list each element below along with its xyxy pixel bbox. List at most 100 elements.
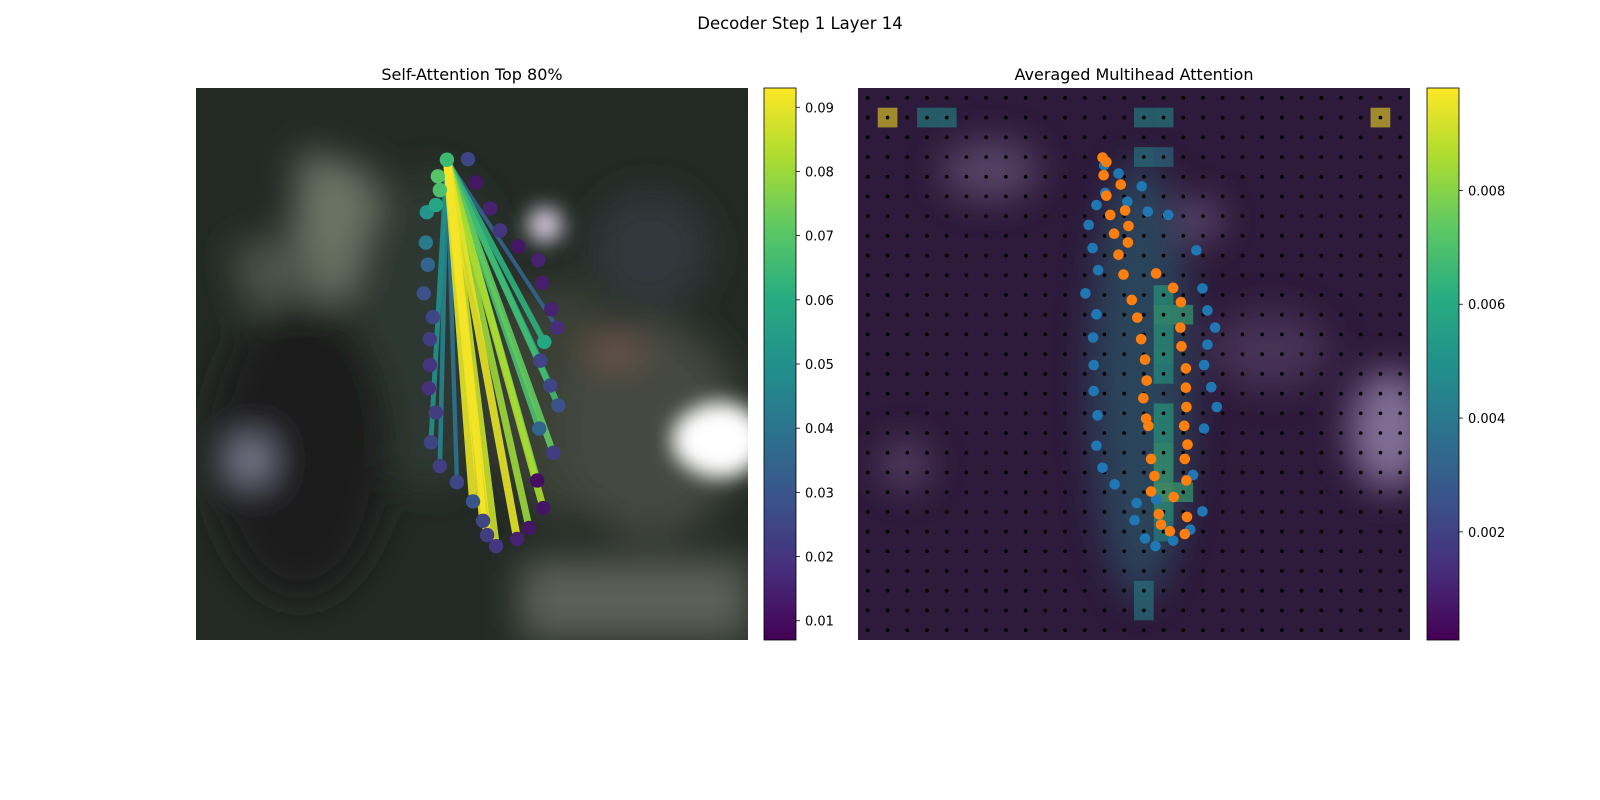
keypoint [535,275,550,291]
grid-dot [1398,372,1402,376]
grid-dot [1063,352,1067,356]
grid-dot [1142,549,1146,554]
grid-dot [1339,372,1343,376]
grid-dot [1339,529,1343,534]
series-point [1122,237,1134,248]
grid-dot [866,450,870,455]
grid-dot [1339,470,1343,475]
grid-dot [1043,470,1048,475]
keypoint [428,405,444,420]
grid-dot [1004,391,1008,396]
grid-dot [1023,253,1028,258]
grid-dot [1319,253,1324,258]
series-point [1123,220,1134,232]
grid-dot [905,234,910,238]
grid-dot [1063,194,1067,199]
keypoint [420,257,436,272]
grid-dot [905,273,910,278]
grid-dot [1023,411,1028,416]
grid-dot [1299,332,1304,337]
grid-dot [866,628,870,632]
grid-dot [1201,628,1205,632]
grid-dot [925,411,929,416]
grid-dot [885,96,890,100]
grid-dot [885,332,890,337]
series-point [1150,268,1162,279]
grid-dot [1358,549,1363,554]
grid-dot [1004,96,1008,100]
series-point [1202,305,1213,316]
grid-dot [1004,490,1008,494]
grid-dot [1063,332,1067,337]
series-point [1083,219,1095,231]
grid-dot [1240,115,1245,120]
grid-dot [1260,273,1264,278]
grid-dot [1043,608,1048,613]
grid-dot [925,155,929,159]
grid-dot [885,174,890,179]
grid-dot [984,529,988,534]
grid-dot [1122,96,1126,100]
grid-dot [1063,273,1067,278]
grid-dot [885,312,890,317]
grid-dot [1102,234,1107,238]
grid-dot [1280,450,1284,455]
grid-dot [1201,96,1205,100]
grid-dot [1299,194,1304,199]
grid-dot [944,214,949,218]
keypoint [488,538,504,554]
grid-dot [1220,431,1225,435]
grid-dot [866,411,870,416]
grid-dot [1122,391,1126,396]
grid-dot [1299,470,1304,475]
grid-dot [1161,628,1166,632]
grid-dot [1161,588,1166,593]
grid-dot [1220,273,1225,278]
grid-dot [1004,529,1008,534]
grid-dot [1240,293,1245,297]
grid-dot [1260,194,1264,199]
grid-dot [1319,588,1324,593]
grid-dot [1260,332,1264,337]
keypoint [531,253,546,268]
grid-dot [944,372,949,376]
grid-dot [1378,608,1383,613]
grid-dot [984,549,988,554]
keypoint [550,320,565,335]
grid-dot [1358,510,1363,514]
grid-dot [1004,115,1008,120]
grid-dot [984,510,988,514]
grid-dot [1142,431,1146,435]
grid-dot [1398,549,1402,554]
grid-dot [984,273,988,278]
grid-dot [1260,411,1264,416]
grid-dot [1280,588,1284,593]
grid-dot [1161,155,1166,159]
grid-dot [1043,628,1048,632]
grid-dot [1398,569,1402,573]
grid-dot [1122,411,1126,416]
grid-dot [1358,608,1363,613]
grid-dot [885,372,890,376]
grid-dot [1299,312,1304,317]
grid-dot [1043,174,1048,179]
grid-dot [1004,194,1008,199]
grid-dot [925,450,929,455]
colorbar-tick-label: 0.08 [805,165,834,180]
grid-dot [905,352,910,356]
grid-dot [1220,588,1225,593]
grid-dot [944,549,949,554]
grid-dot [1299,135,1304,140]
series-point [1129,514,1140,526]
series-point [1209,322,1221,333]
grid-dot [905,332,910,337]
series-point [1181,401,1192,413]
grid-dot [1240,588,1245,593]
grid-dot [1378,174,1383,179]
grid-dot [1299,96,1304,100]
grid-dot [1102,135,1107,140]
grid-dot [1378,510,1383,514]
grid-dot [1378,470,1383,475]
grid-dot [1142,293,1146,297]
grid-dot [1358,194,1363,199]
